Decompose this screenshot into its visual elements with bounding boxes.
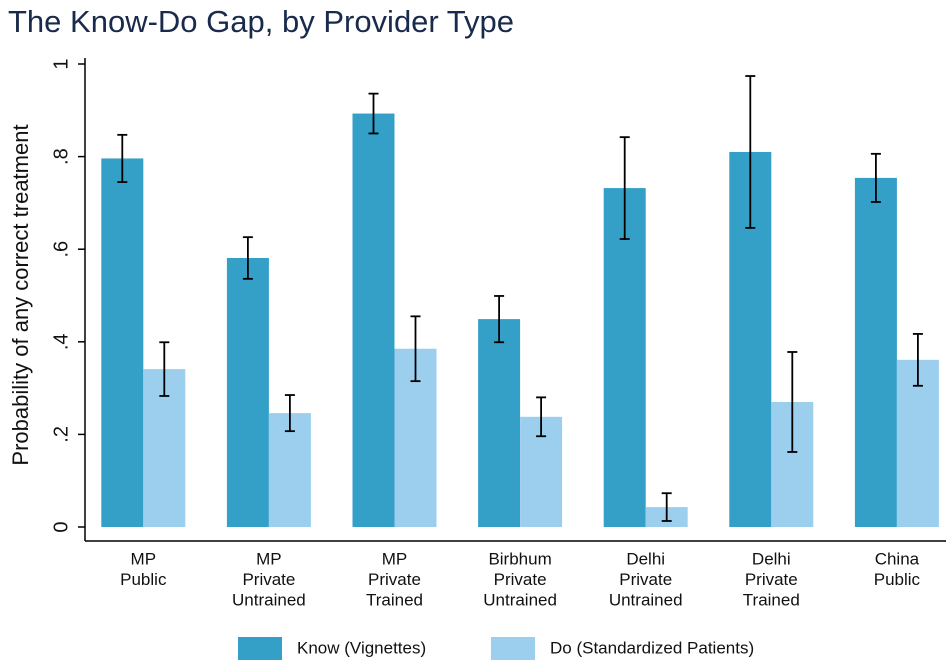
x-tick-label: Private xyxy=(242,570,295,589)
bar xyxy=(268,413,311,527)
bar xyxy=(603,188,646,528)
legend-swatch xyxy=(491,637,535,660)
x-tick-label: Delhi xyxy=(626,549,665,568)
error-bar xyxy=(410,315,421,383)
error-bar xyxy=(368,92,379,135)
chart-title: The Know-Do Gap, by Provider Type xyxy=(8,4,514,39)
x-tick-label: Public xyxy=(120,570,167,589)
x-tick-label: Trained xyxy=(366,590,423,609)
error-bar xyxy=(536,396,547,438)
x-tick-label: Delhi xyxy=(752,549,791,568)
x-tick-label: MP xyxy=(256,549,282,568)
x-tick-label: Birbhum xyxy=(488,549,551,568)
bar xyxy=(854,177,897,527)
error-bar xyxy=(159,341,170,397)
y-tick-label: 1 xyxy=(50,58,72,69)
x-tick-label: Private xyxy=(745,570,798,589)
error-bar xyxy=(284,394,295,433)
x-tick-label: MP xyxy=(382,549,408,568)
bar xyxy=(478,319,521,527)
x-tick-label: MP xyxy=(131,549,157,568)
error-bar xyxy=(619,136,630,240)
y-tick-label: .8 xyxy=(50,148,72,165)
bar xyxy=(352,113,395,527)
bar xyxy=(226,257,269,527)
error-bar xyxy=(787,351,798,453)
x-tick-label: Private xyxy=(619,570,672,589)
x-tick-label: China xyxy=(875,549,920,568)
y-tick-label: .2 xyxy=(50,426,72,443)
legend-swatch xyxy=(238,637,282,660)
error-bar xyxy=(117,133,128,183)
y-tick-label: .4 xyxy=(50,333,72,350)
error-bar xyxy=(745,75,756,229)
bar xyxy=(896,359,939,527)
x-tick-label: Untrained xyxy=(483,590,557,609)
error-bar xyxy=(661,492,672,522)
y-axis-label: Probability of any correct treatment xyxy=(8,124,33,465)
error-bar xyxy=(242,236,253,280)
y-tick-label: 0 xyxy=(50,521,72,532)
x-tick-label: Untrained xyxy=(609,590,683,609)
x-tick-label: Private xyxy=(494,570,547,589)
x-tick-label: Public xyxy=(874,570,921,589)
x-tick-label: Private xyxy=(368,570,421,589)
y-tick-label: .6 xyxy=(50,241,72,258)
error-bar xyxy=(494,295,505,344)
legend-label: Know (Vignettes) xyxy=(297,638,426,657)
error-bar xyxy=(912,333,923,387)
x-tick-label: Trained xyxy=(743,590,800,609)
x-tick-label: Untrained xyxy=(232,590,306,609)
bar xyxy=(101,158,144,527)
legend-label: Do (Standardized Patients) xyxy=(550,638,754,657)
error-bar xyxy=(870,152,881,203)
